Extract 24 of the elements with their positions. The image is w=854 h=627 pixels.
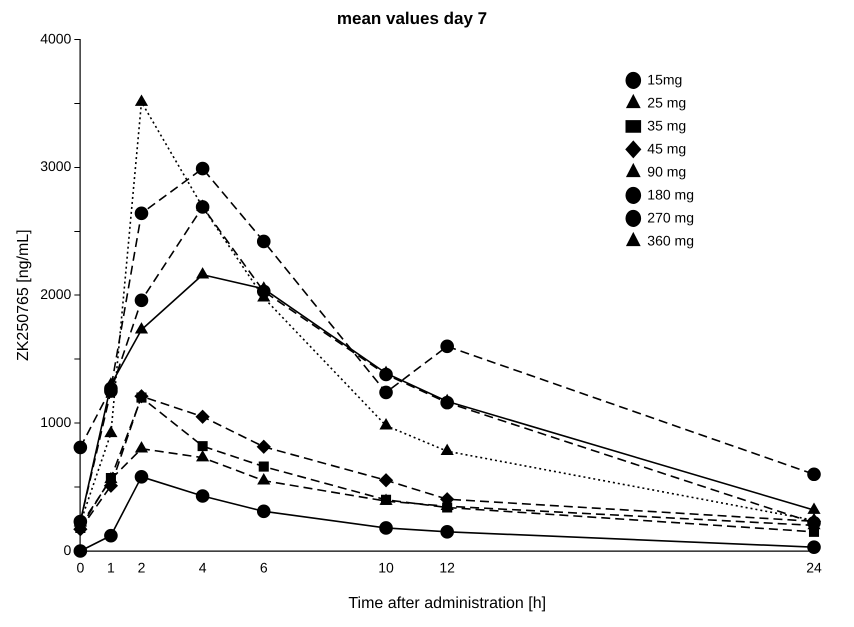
y-tick-label: 4000 [40,30,72,46]
y-tick-label: 1000 [40,414,72,430]
x-tick-label: 12 [439,559,456,576]
y-tick-label: 0 [64,542,72,558]
legend-label: 25 mg [647,94,686,110]
x-axis-title: Time after administration [h] [348,594,546,612]
y-axis-title: ZK250765 [ng/mL] [15,229,32,362]
legend-label: 90 mg [647,163,686,180]
legend-label: 180 mg [647,186,694,202]
legend-label: 360 mg [647,232,694,248]
legend-label: 35 mg [647,117,686,134]
legend-label: 15mg [647,71,682,88]
x-tick-label: 6 [260,559,268,576]
chart-title: mean values day 7 [336,8,488,28]
x-tick-label: 10 [378,559,394,576]
x-tick-label: 0 [76,559,84,576]
legend-label: 45 mg [647,140,686,156]
x-tick-label: 24 [806,559,822,576]
y-tick-label: 2000 [40,286,72,302]
y-tick-label: 3000 [40,158,72,174]
x-tick-label: 1 [107,559,116,576]
x-tick-label: 4 [198,559,207,576]
x-tick-label: 2 [138,559,146,576]
legend-label: 270 mg [647,209,694,226]
